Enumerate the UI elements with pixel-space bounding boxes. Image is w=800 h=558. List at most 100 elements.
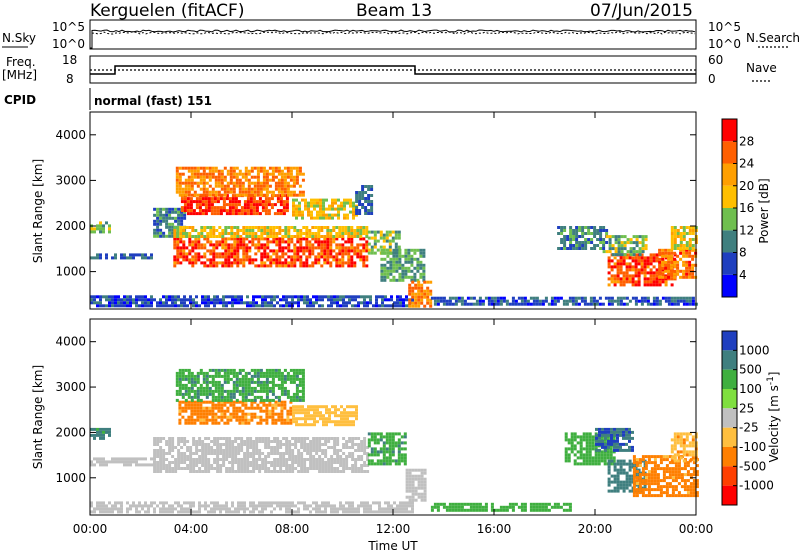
scatter-cell [404,435,407,438]
scatter-cell [367,188,370,191]
scatter-cell [344,252,347,255]
scatter-cell [350,240,353,243]
scatter-cell [305,249,308,252]
scatter-cell [221,261,224,264]
scatter-cell [233,390,236,393]
scatter-cell [389,453,392,456]
scatter-cell [565,438,568,441]
scatter-cell [181,401,184,404]
scatter-cell [165,464,168,467]
scatter-cell [249,443,252,446]
scatter-cell [246,443,249,446]
scatter-cell [117,460,120,463]
scatter-cell [424,478,427,481]
scatter-cell [368,462,371,465]
scatter-cell [421,496,424,499]
scatter-cell [185,399,188,402]
scatter-cell [229,197,232,200]
scatter-cell [193,209,196,212]
scatter-cell [323,261,326,264]
scatter-cell [297,470,300,473]
scatter-cell [270,510,273,513]
scatter-cell [193,404,196,407]
scatter-cell [626,280,629,283]
scatter-cell [380,252,383,255]
scatter-cell [365,258,368,261]
scatter-cell [411,302,414,305]
scatter-cell [375,301,378,304]
scatter-cell [296,387,299,390]
scatter-cell [533,303,536,306]
scatter-cell [250,206,253,209]
scatter-cell [278,167,281,170]
scatter-cell [105,304,108,307]
scatter-cell [176,249,179,252]
scatter-cell [351,458,354,461]
scatter-cell [238,422,241,425]
colorbar-segment [722,141,737,163]
scatter-cell [618,253,621,256]
scatter-cell [300,501,303,504]
scatter-cell [162,232,165,235]
scatter-cell [305,255,308,258]
scatter-cell [213,458,216,461]
scatter-cell [200,226,203,229]
scatter-cell [263,246,266,249]
scatter-cell [215,246,218,249]
scatter-cell [584,238,587,241]
scatter-cell [171,298,174,301]
scatter-cell [359,258,362,261]
scatter-cell [247,203,250,206]
scatter-cell [153,298,156,301]
scatter-cell [284,261,287,264]
scatter-cell [691,276,694,279]
scatter-cell [248,258,251,261]
scatter-cell [211,407,214,410]
scatter-cell [255,295,258,298]
scatter-cell [177,455,180,458]
scatter-cell [194,243,197,246]
scatter-cell [132,501,135,504]
scatter-cell [99,504,102,507]
scatter-cell [252,443,255,446]
cpid-label: CPID [4,93,36,107]
scatter-cell [245,173,248,176]
scatter-cell [264,470,267,473]
scatter-cell [281,387,284,390]
scatter-cell [314,246,317,249]
scatter-cell [326,261,329,264]
scatter-cell [688,252,691,255]
scatter-cell [303,446,306,449]
scatter-cell [246,461,249,464]
scatter-cell [370,194,373,197]
scatter-cell [185,375,188,378]
scatter-cell [316,420,319,423]
scatter-cell [641,271,644,274]
scatter-cell [193,200,196,203]
scatter-cell [308,252,311,255]
scatter-cell [363,298,366,301]
scatter-cell [290,194,293,197]
scatter-cell [671,235,674,238]
scatter-cell [635,297,638,300]
scatter-cell [293,252,296,255]
scatter-cell [280,404,283,407]
scatter-cell [221,246,224,249]
scatter-cell [479,509,482,512]
scatter-cell [623,303,626,306]
scatter-cell [340,405,343,408]
scatter-cell [233,372,236,375]
scatter-cell [183,452,186,455]
scatter-cell [296,393,299,396]
scatter-cell [185,182,188,185]
scatter-cell [239,378,242,381]
scatter-cell [434,303,437,306]
scatter-cell [350,232,353,235]
scatter-cell [202,203,205,206]
scatter-cell [257,369,260,372]
scatter-cell [205,209,208,212]
scatter-cell [230,246,233,249]
scatter-cell [377,459,380,462]
scatter-cell [377,450,380,453]
scatter-region [658,249,697,279]
